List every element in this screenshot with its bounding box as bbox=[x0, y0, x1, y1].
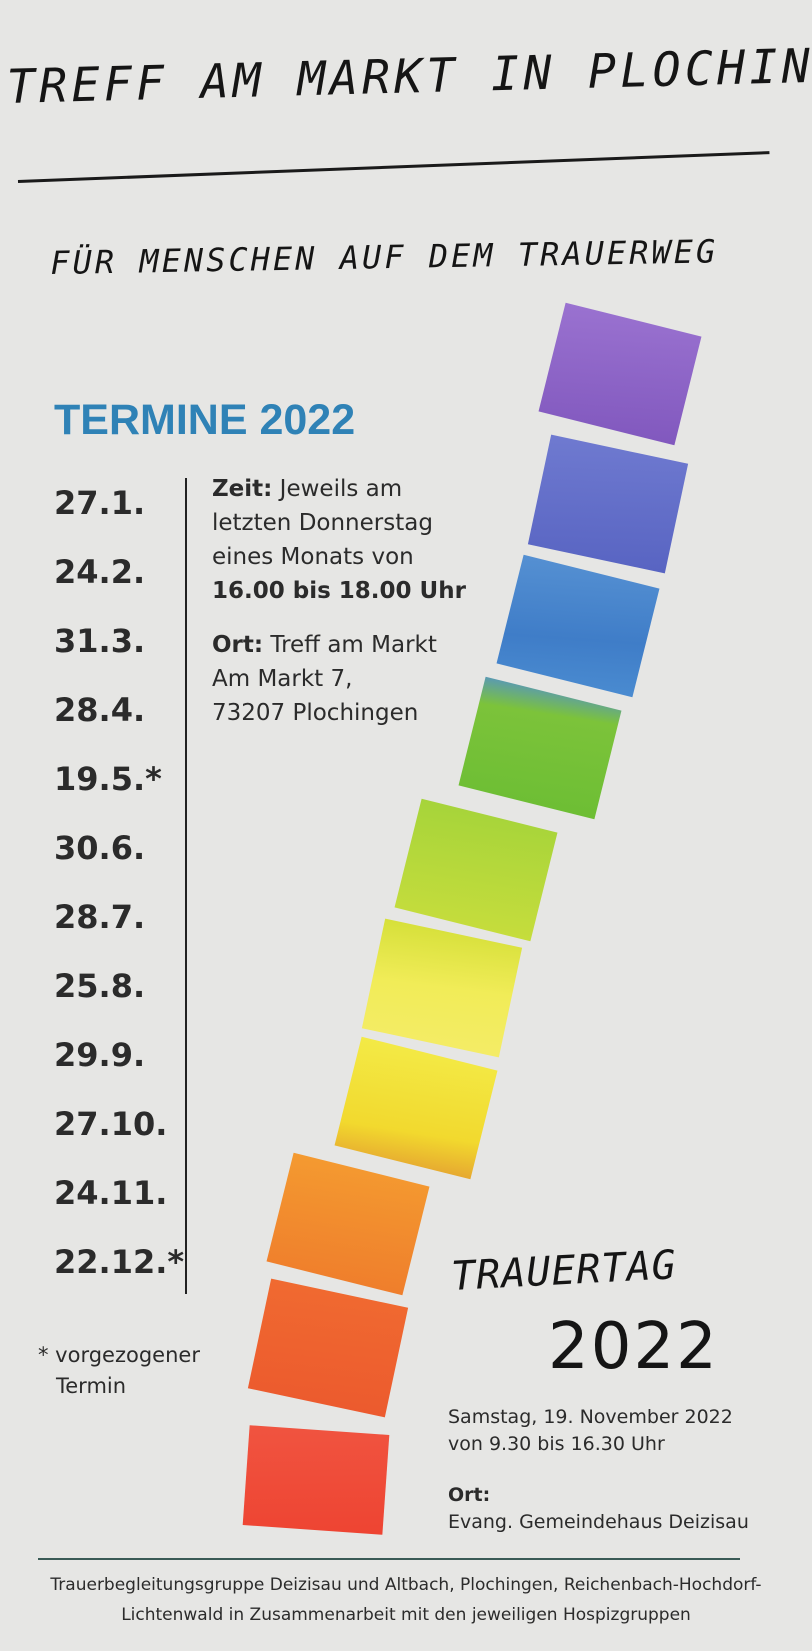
ort-text: 73207 Plochingen bbox=[212, 700, 419, 726]
ort-block: Ort: Treff am Markt Am Markt 7, 73207 Pl… bbox=[212, 628, 437, 730]
date-item: 27.10. bbox=[54, 1105, 168, 1143]
date-item: 24.2. bbox=[54, 553, 146, 591]
trauertag-heading: TRAUERTAG bbox=[450, 1242, 678, 1300]
swatch-blue bbox=[496, 554, 660, 698]
swatch-yellow bbox=[334, 1036, 498, 1180]
swatch-yellow-green bbox=[361, 918, 523, 1058]
swatch-indigo bbox=[527, 434, 689, 574]
trauertag-date: Samstag, 19. November 2022 bbox=[448, 1406, 733, 1428]
ort-text: Treff am Markt bbox=[263, 632, 437, 658]
date-item: 30.6. bbox=[54, 829, 146, 867]
date-item: 19.5.* bbox=[54, 760, 162, 798]
ort-label: Ort: bbox=[212, 632, 264, 658]
trauertag-year: 2022 bbox=[548, 1310, 719, 1384]
zeit-text: letzten Donnerstag bbox=[212, 510, 433, 536]
swatch-red bbox=[242, 1425, 390, 1535]
footnote-line: * vorgezogener bbox=[38, 1343, 200, 1367]
date-item: 28.7. bbox=[54, 898, 146, 936]
trauertag-ort-label: Ort: bbox=[448, 1484, 491, 1506]
ort-text: Am Markt 7, bbox=[212, 666, 353, 692]
poster-title: TREFF AM MARKT IN PLOCHINGEN bbox=[6, 36, 812, 115]
footnote-line: Termin bbox=[56, 1374, 127, 1398]
title-divider bbox=[17, 151, 770, 183]
date-item: 25.8. bbox=[54, 967, 146, 1005]
date-item: 24.11. bbox=[54, 1174, 168, 1212]
footer-line: Lichtenwald in Zusammenarbeit mit den je… bbox=[121, 1605, 691, 1625]
dates-divider bbox=[185, 478, 187, 1294]
swatch-violet bbox=[538, 302, 702, 446]
swatch-green bbox=[458, 676, 622, 820]
zeit-text: eines Monats von bbox=[212, 544, 414, 570]
trauertag-time: von 9.30 bis 16.30 Uhr bbox=[448, 1433, 665, 1455]
swatch-orange bbox=[266, 1152, 430, 1296]
poster-subtitle: FÜR MENSCHEN AUF DEM TRAUERWEG bbox=[50, 232, 719, 282]
termine-heading: TERMINE 2022 bbox=[54, 396, 356, 444]
zeit-time: 16.00 bis 18.00 Uhr bbox=[212, 578, 466, 604]
footer-text: Trauerbegleitungsgruppe Deizisau und Alt… bbox=[20, 1570, 792, 1630]
zeit-text: Jeweils am bbox=[272, 476, 403, 502]
footnote: * vorgezogener Termin bbox=[38, 1340, 200, 1402]
trauertag-ort: Evang. Gemeindehaus Deizisau bbox=[448, 1511, 749, 1533]
date-item: 29.9. bbox=[54, 1036, 146, 1074]
date-item: 22.12.* bbox=[54, 1243, 185, 1281]
swatch-red-orange bbox=[247, 1278, 409, 1418]
footer-divider bbox=[38, 1558, 740, 1560]
zeit-block: Zeit: Jeweils am letzten Donnerstag eine… bbox=[212, 472, 466, 608]
date-item: 27.1. bbox=[54, 484, 146, 522]
swatch-lime bbox=[394, 798, 558, 942]
date-item: 28.4. bbox=[54, 691, 146, 729]
date-item: 31.3. bbox=[54, 622, 146, 660]
zeit-label: Zeit: bbox=[212, 476, 273, 502]
footer-line: Trauerbegleitungsgruppe Deizisau und Alt… bbox=[50, 1575, 762, 1595]
